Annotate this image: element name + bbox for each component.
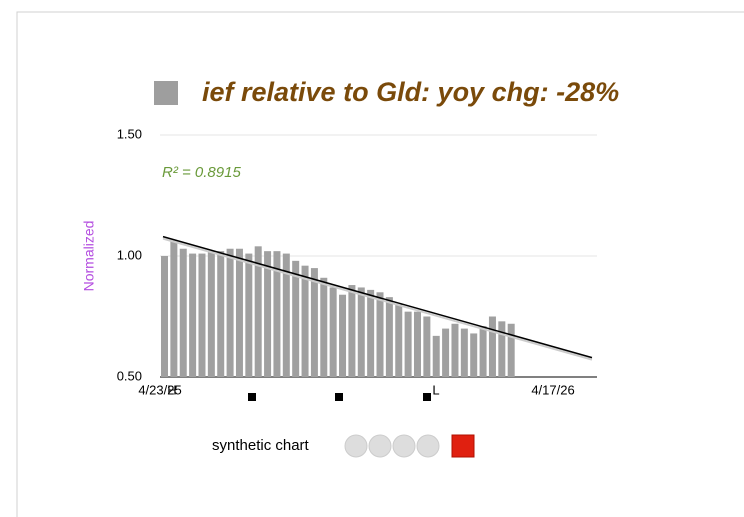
bar bbox=[488, 316, 496, 377]
bar bbox=[339, 294, 347, 377]
bar bbox=[179, 248, 187, 377]
marker-square bbox=[335, 393, 343, 401]
bar bbox=[310, 268, 318, 377]
x-tick-label: 4/23/25 bbox=[138, 382, 181, 397]
r-squared: R² = 0.8915 bbox=[162, 164, 241, 181]
bar bbox=[161, 256, 168, 377]
bar bbox=[376, 292, 384, 377]
dot[interactable] bbox=[368, 434, 392, 458]
marker-square bbox=[423, 393, 431, 401]
bar bbox=[404, 311, 412, 377]
bar bbox=[348, 285, 356, 377]
y-tick-label: 1.00 bbox=[117, 247, 142, 262]
bar bbox=[357, 287, 365, 377]
bar bbox=[413, 311, 421, 377]
bar bbox=[254, 246, 262, 377]
bar bbox=[292, 260, 300, 377]
red-button[interactable] bbox=[451, 434, 475, 458]
bar bbox=[273, 251, 281, 377]
bar bbox=[460, 328, 468, 377]
bar bbox=[282, 253, 290, 377]
bar bbox=[217, 251, 225, 377]
dot[interactable] bbox=[416, 434, 440, 458]
bar bbox=[442, 328, 450, 377]
high-marker: H bbox=[167, 382, 176, 397]
bar bbox=[198, 253, 206, 377]
bar bbox=[264, 251, 272, 377]
legend-swatch bbox=[154, 81, 178, 105]
bar bbox=[170, 241, 178, 377]
bar bbox=[432, 335, 440, 377]
trendline-shadow bbox=[162, 237, 593, 361]
marker-square bbox=[248, 393, 256, 401]
bar bbox=[189, 253, 197, 377]
y-tick-label: 1.50 bbox=[117, 126, 142, 141]
bar bbox=[507, 323, 515, 377]
footer-label: synthetic chart bbox=[212, 437, 310, 454]
bar bbox=[385, 297, 393, 377]
y-axis-label: Normalized bbox=[81, 221, 97, 292]
dot[interactable] bbox=[344, 434, 368, 458]
y-tick-label: 0.50 bbox=[117, 368, 142, 383]
bar bbox=[226, 248, 234, 377]
low-marker: L bbox=[432, 382, 439, 397]
bar bbox=[423, 316, 431, 377]
trendline bbox=[162, 235, 593, 359]
bar bbox=[470, 333, 478, 377]
bar bbox=[320, 277, 328, 377]
dot[interactable] bbox=[392, 434, 416, 458]
bar bbox=[479, 326, 487, 377]
panel bbox=[16, 11, 744, 517]
bar bbox=[367, 289, 375, 377]
bar bbox=[498, 321, 506, 377]
chart-title: ief relative to Gld: yoy chg: -28% bbox=[202, 77, 619, 107]
bar bbox=[245, 253, 253, 377]
bar bbox=[329, 287, 337, 377]
bar bbox=[301, 265, 309, 377]
bar bbox=[395, 304, 403, 377]
bar bbox=[235, 248, 243, 377]
bar bbox=[207, 251, 215, 377]
bar bbox=[451, 323, 459, 377]
x-tick-label: 4/17/26 bbox=[531, 382, 574, 397]
